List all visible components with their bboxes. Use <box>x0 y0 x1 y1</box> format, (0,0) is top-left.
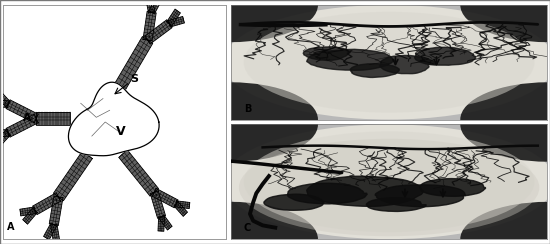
Polygon shape <box>159 215 172 230</box>
Polygon shape <box>0 89 10 107</box>
Polygon shape <box>158 217 164 231</box>
Polygon shape <box>303 47 349 61</box>
Ellipse shape <box>144 82 318 157</box>
Polygon shape <box>43 223 57 240</box>
Polygon shape <box>174 202 188 216</box>
Ellipse shape <box>460 87 550 162</box>
Text: V: V <box>116 125 125 138</box>
Polygon shape <box>113 37 153 92</box>
Polygon shape <box>176 201 190 209</box>
Polygon shape <box>375 185 465 207</box>
Ellipse shape <box>244 131 535 232</box>
Polygon shape <box>0 99 8 108</box>
Text: S: S <box>130 74 138 84</box>
Text: A: A <box>7 222 15 232</box>
Ellipse shape <box>144 87 318 162</box>
Polygon shape <box>150 191 166 218</box>
Ellipse shape <box>223 5 550 120</box>
Polygon shape <box>379 55 436 74</box>
Polygon shape <box>20 207 35 216</box>
Polygon shape <box>288 183 367 204</box>
Polygon shape <box>152 188 178 208</box>
Text: B: B <box>244 104 251 114</box>
Polygon shape <box>307 176 424 206</box>
Polygon shape <box>264 194 324 210</box>
Ellipse shape <box>144 202 318 244</box>
Ellipse shape <box>244 12 535 113</box>
Polygon shape <box>167 9 180 26</box>
Polygon shape <box>350 64 399 77</box>
Polygon shape <box>145 20 172 44</box>
Polygon shape <box>146 0 155 13</box>
Polygon shape <box>307 49 394 70</box>
Polygon shape <box>119 150 158 196</box>
Polygon shape <box>68 82 159 156</box>
Polygon shape <box>168 16 184 27</box>
Polygon shape <box>415 47 476 65</box>
Ellipse shape <box>460 82 550 157</box>
Text: C: C <box>244 224 251 233</box>
Polygon shape <box>23 208 37 224</box>
Ellipse shape <box>239 139 540 236</box>
Polygon shape <box>420 179 486 196</box>
Polygon shape <box>33 193 60 214</box>
Polygon shape <box>53 151 92 201</box>
Ellipse shape <box>460 202 550 244</box>
Text: A: A <box>23 113 31 123</box>
Polygon shape <box>50 196 63 225</box>
Polygon shape <box>0 130 10 148</box>
Ellipse shape <box>223 124 550 239</box>
Polygon shape <box>143 11 156 41</box>
Ellipse shape <box>144 0 318 42</box>
Polygon shape <box>51 224 59 240</box>
Polygon shape <box>6 114 38 137</box>
Ellipse shape <box>460 0 550 42</box>
Polygon shape <box>36 112 69 125</box>
Polygon shape <box>6 100 38 123</box>
Polygon shape <box>149 0 162 14</box>
Polygon shape <box>366 198 426 212</box>
Polygon shape <box>0 129 8 138</box>
